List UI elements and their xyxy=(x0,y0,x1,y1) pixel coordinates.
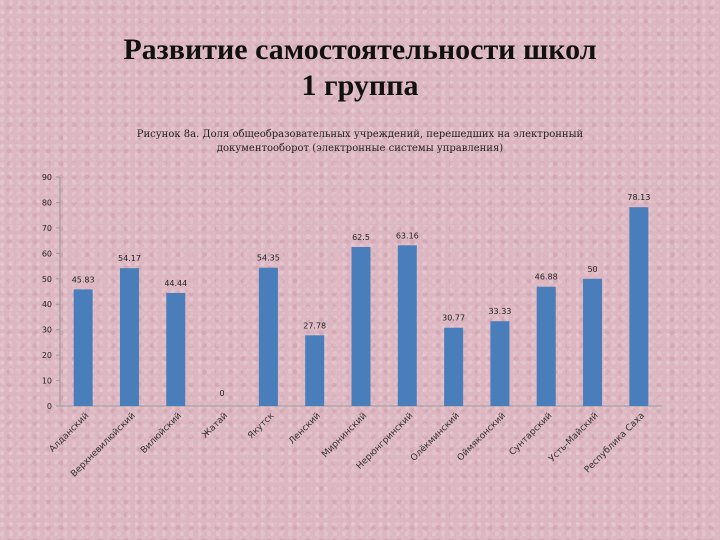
y-tick-label: 70 xyxy=(42,224,52,233)
bar xyxy=(305,335,325,406)
category-label: Мирнинский xyxy=(320,411,369,460)
category-label: Жатай xyxy=(201,411,231,441)
category-label: Вилюйский xyxy=(139,411,184,456)
y-tick-label: 10 xyxy=(42,377,52,386)
bar xyxy=(444,327,464,406)
slide-title: Развитие самостоятельности школ 1 группа xyxy=(0,32,720,104)
y-tick-label: 60 xyxy=(42,249,52,258)
y-tick-label: 90 xyxy=(42,173,52,182)
data-label: 0 xyxy=(220,389,225,398)
data-label: 78.13 xyxy=(627,193,650,202)
bar xyxy=(536,286,556,406)
slide-title-line2: 1 группа xyxy=(301,69,419,102)
data-label: 45.83 xyxy=(72,275,95,284)
bar xyxy=(583,278,603,406)
y-tick-label: 0 xyxy=(47,402,52,411)
data-label: 46.88 xyxy=(535,273,558,282)
y-tick-label: 50 xyxy=(42,275,52,284)
data-label: 27.78 xyxy=(303,321,326,330)
y-axis-ticks: 0 10 20 30 40 50 60 70 80 90 xyxy=(42,173,60,411)
category-label: Олёкминский xyxy=(409,411,462,464)
category-label: Якутск xyxy=(246,411,277,442)
bar xyxy=(166,292,186,406)
category-label: Алданский xyxy=(48,411,92,455)
data-label: 30.77 xyxy=(442,314,465,323)
y-tick-label: 30 xyxy=(42,326,52,335)
category-label: Оймяконский xyxy=(456,411,508,463)
bar xyxy=(119,268,139,406)
data-label: 33.33 xyxy=(488,307,511,316)
data-label: 50 xyxy=(587,265,597,274)
chart-title: Рисунок 8а. Доля общеобразовательных учр… xyxy=(136,129,584,154)
bar xyxy=(397,245,417,406)
slide-title-line1: Развитие самостоятельности школ xyxy=(123,33,597,66)
category-label: Усть-Майский xyxy=(547,411,600,464)
category-label: Ленский xyxy=(287,411,323,447)
data-label: 44.44 xyxy=(164,279,187,288)
bars-group xyxy=(73,207,649,406)
data-label: 54.35 xyxy=(257,254,280,263)
bar xyxy=(351,246,371,406)
y-tick-label: 20 xyxy=(42,351,52,360)
bar xyxy=(629,207,649,406)
data-labels-group: 45.83 54.17 44.44 0 54.35 27.78 62.5 63.16 30.77… xyxy=(72,193,651,398)
data-label: 54.17 xyxy=(118,254,141,263)
bar xyxy=(490,321,510,406)
bar xyxy=(73,289,93,406)
bar xyxy=(258,267,278,406)
data-label: 62.5 xyxy=(352,233,370,242)
category-label: Сунтарский xyxy=(508,411,555,458)
y-tick-label: 80 xyxy=(42,198,52,207)
data-label: 63.16 xyxy=(396,231,419,240)
y-tick-label: 40 xyxy=(42,300,52,309)
